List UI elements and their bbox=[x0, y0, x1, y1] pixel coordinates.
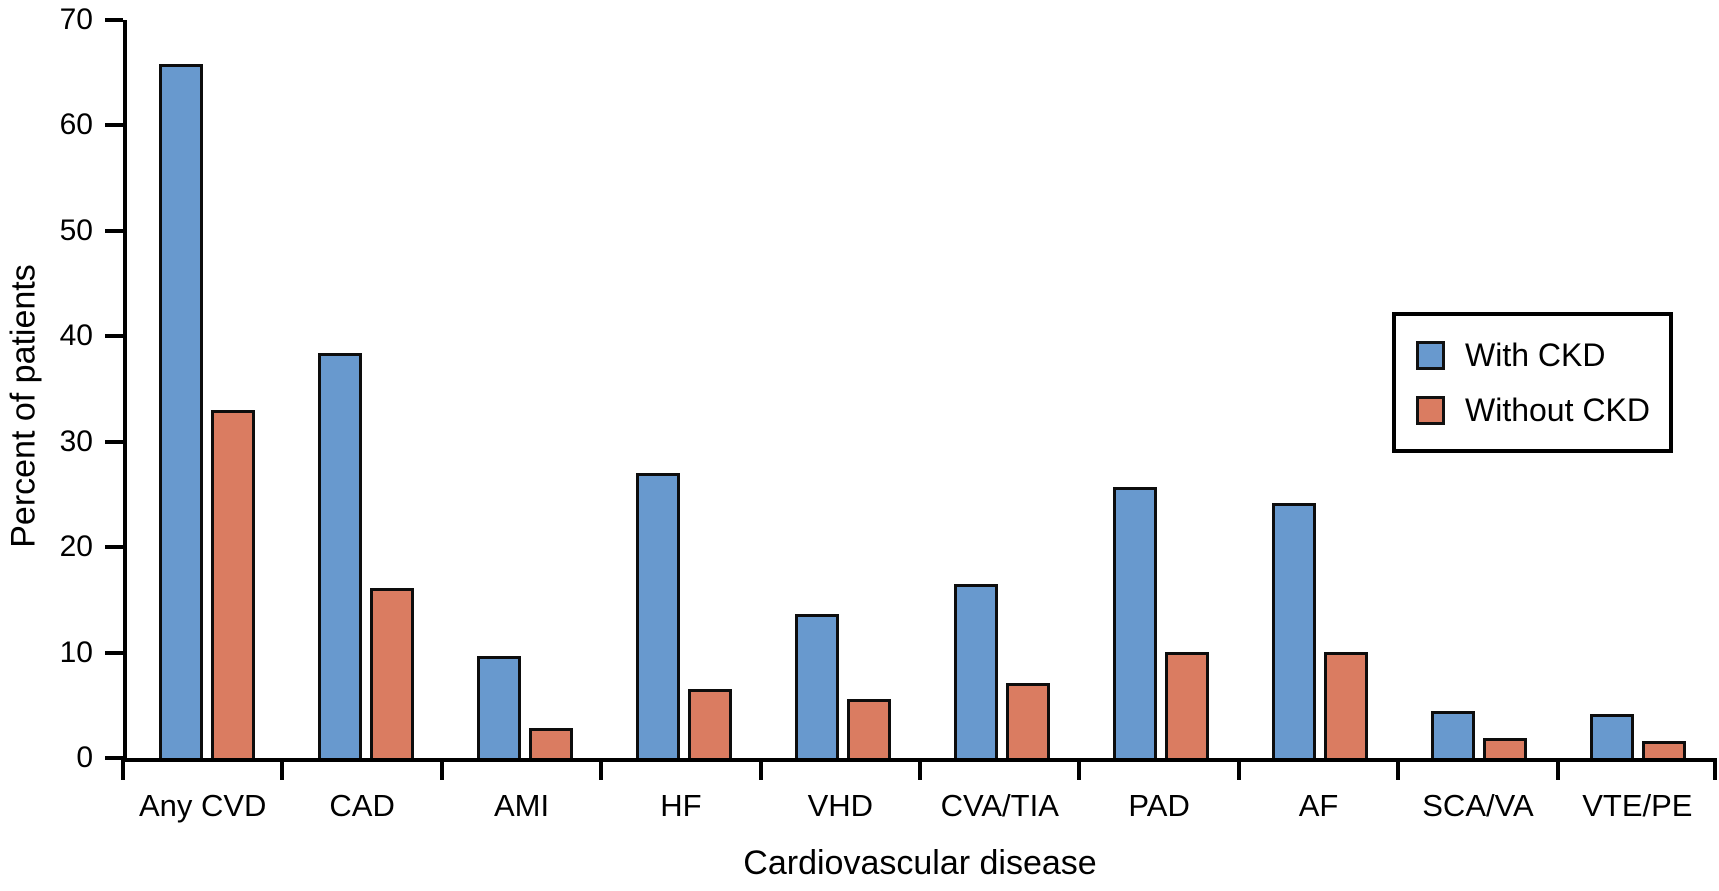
bar-with-ckd-any-cvd bbox=[158, 64, 203, 758]
x-boundary-tick-0 bbox=[121, 758, 125, 780]
y-tick-label-40: 40 bbox=[59, 319, 93, 353]
bar-with-ckd-cad bbox=[317, 353, 362, 758]
legend-item-without-ckd: Without CKD bbox=[1416, 392, 1669, 429]
bar-without-ckd-ami bbox=[528, 728, 573, 758]
x-category-label-hf: HF bbox=[660, 788, 702, 823]
y-tick-label-60: 60 bbox=[59, 108, 93, 142]
bar-with-ckd-pad bbox=[1112, 487, 1157, 758]
x-boundary-tick-2 bbox=[439, 758, 444, 780]
x-boundary-tick-3 bbox=[599, 758, 604, 780]
x-boundary-tick-6 bbox=[1077, 758, 1082, 780]
bar-without-ckd-vte-pe bbox=[1641, 741, 1686, 758]
bar-without-ckd-hf bbox=[687, 689, 732, 758]
x-category-label-cad: CAD bbox=[329, 788, 395, 823]
y-tick-60 bbox=[105, 123, 123, 128]
y-tick-label-20: 20 bbox=[59, 530, 93, 564]
bar-with-ckd-hf bbox=[635, 473, 680, 758]
bar-group-hf bbox=[604, 20, 763, 758]
plot-area bbox=[123, 20, 1717, 762]
bar-without-ckd-af bbox=[1323, 652, 1368, 758]
legend-label-with-ckd: With CKD bbox=[1465, 336, 1606, 373]
bar-group-any-cvd bbox=[127, 20, 286, 758]
bar-with-ckd-sca-va bbox=[1430, 711, 1475, 758]
x-category-label-ami: AMI bbox=[493, 788, 550, 823]
y-tick-20 bbox=[105, 545, 123, 550]
y-tick-30 bbox=[105, 439, 123, 444]
y-tick-10 bbox=[105, 650, 123, 655]
x-boundary-tick-9 bbox=[1555, 758, 1560, 780]
y-tick-label-50: 50 bbox=[59, 213, 93, 247]
y-tick-label-70: 70 bbox=[59, 3, 93, 36]
x-category-label-vhd: VHD bbox=[807, 788, 874, 823]
bar-group-pad bbox=[1081, 20, 1240, 758]
bar-groups-container bbox=[127, 20, 1717, 758]
bar-without-ckd-pad bbox=[1164, 652, 1209, 758]
bar-without-ckd-cva-tia bbox=[1005, 683, 1050, 758]
bar-without-ckd-vhd bbox=[846, 699, 891, 758]
x-boundary-tick-1 bbox=[280, 758, 285, 780]
x-category-label-pad: PAD bbox=[1128, 788, 1190, 823]
bar-group-vhd bbox=[763, 20, 922, 758]
bar-without-ckd-sca-va bbox=[1482, 738, 1527, 758]
y-axis-ticks: 0 10 20 30 40 50 60 70 bbox=[0, 3, 123, 774]
x-boundary-tick-5 bbox=[918, 758, 922, 780]
x-category-labels: Any CVD CAD AMI HF VHD CVA/TIA PAD AF SCA/VA VTE/… bbox=[123, 788, 1717, 824]
legend-swatch-without-ckd bbox=[1416, 395, 1445, 425]
bar-without-ckd-any-cvd bbox=[210, 410, 255, 758]
x-boundary-tick-8 bbox=[1396, 758, 1401, 780]
bar-group-cad bbox=[286, 20, 445, 758]
x-axis-title: Cardiovascular disease bbox=[743, 844, 1097, 882]
bar-group-sca-va bbox=[1399, 20, 1558, 758]
legend-swatch-with-ckd bbox=[1416, 340, 1445, 370]
y-tick-70 bbox=[105, 18, 123, 22]
bar-group-ami bbox=[445, 20, 604, 758]
y-tick-label-30: 30 bbox=[59, 424, 93, 458]
bar-group-cva-tia bbox=[922, 20, 1081, 758]
x-category-label-sca-va: SCA/VA bbox=[1422, 788, 1534, 823]
bar-with-ckd-vte-pe bbox=[1589, 714, 1634, 758]
y-tick-label-0: 0 bbox=[76, 741, 93, 774]
legend-label-without-ckd: Without CKD bbox=[1465, 391, 1650, 428]
x-boundary-tick-7 bbox=[1236, 758, 1241, 780]
bar-group-vte-pe bbox=[1558, 20, 1717, 758]
bar-without-ckd-cad bbox=[369, 588, 414, 758]
bar-with-ckd-ami bbox=[476, 656, 521, 758]
x-category-label-vte-pe: VTE/PE bbox=[1582, 788, 1693, 823]
y-tick-0 bbox=[105, 756, 123, 760]
legend: With CKD Without CKD bbox=[1392, 312, 1673, 453]
y-tick-label-10: 10 bbox=[59, 635, 93, 669]
x-boundary-tick-4 bbox=[758, 758, 763, 780]
bar-group-af bbox=[1240, 20, 1399, 758]
y-tick-40 bbox=[105, 334, 123, 339]
x-boundary-tick-10 bbox=[1713, 758, 1717, 780]
bar-with-ckd-cva-tia bbox=[953, 584, 998, 758]
x-category-label-af: AF bbox=[1298, 788, 1339, 823]
x-category-label-any-cvd: Any CVD bbox=[138, 788, 267, 823]
y-tick-50 bbox=[105, 228, 123, 233]
x-category-label-cva-tia: CVA/TIA bbox=[940, 788, 1059, 823]
bar-with-ckd-vhd bbox=[794, 614, 839, 758]
legend-item-with-ckd: With CKD bbox=[1416, 337, 1669, 374]
x-axis-ticks bbox=[121, 758, 1717, 780]
bar-with-ckd-af bbox=[1271, 503, 1316, 758]
